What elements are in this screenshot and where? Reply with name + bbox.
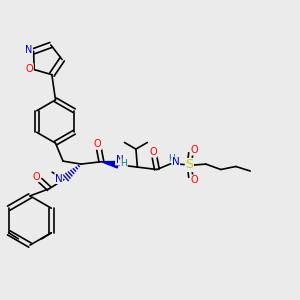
Text: O: O — [190, 145, 198, 155]
Text: O: O — [26, 64, 33, 74]
Text: H: H — [121, 159, 127, 168]
Text: O: O — [149, 147, 157, 157]
Text: N: N — [116, 155, 123, 165]
Polygon shape — [101, 161, 118, 168]
Text: O: O — [190, 175, 198, 185]
Text: O: O — [94, 139, 102, 149]
Text: O: O — [33, 172, 41, 182]
Text: N: N — [172, 157, 180, 167]
Text: N: N — [25, 45, 32, 56]
Text: S: S — [185, 158, 193, 172]
Text: N: N — [55, 173, 63, 184]
Text: H: H — [168, 154, 175, 163]
